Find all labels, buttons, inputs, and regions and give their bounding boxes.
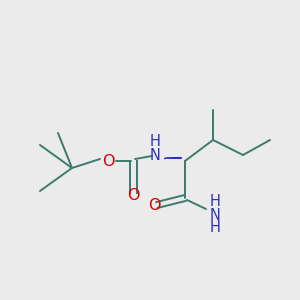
Text: N: N [210,208,220,223]
Text: N: N [150,148,160,164]
Text: O: O [102,154,114,169]
Text: H: H [210,194,220,209]
Text: O: O [127,188,139,202]
Text: H: H [150,134,160,149]
Text: H: H [210,220,220,235]
Text: O: O [148,197,160,212]
